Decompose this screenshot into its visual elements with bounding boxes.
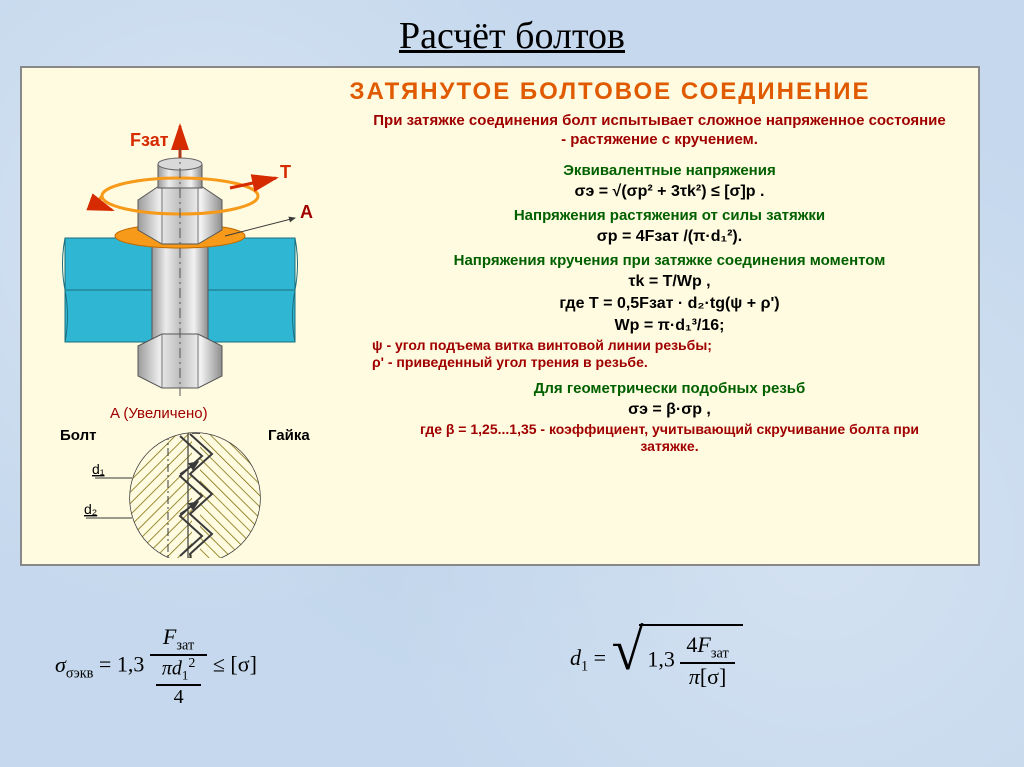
- label-nut: Гайка: [268, 427, 310, 444]
- formula-text: σp = 4Fзат /(π·d₁²).: [372, 226, 967, 248]
- section-heading: Напряжения кручения при затяжке соединен…: [372, 248, 967, 271]
- content-card: ЗАТЯНУТОЕ БОЛТОВОЕ СОЕДИНЕНИЕ: [20, 66, 980, 566]
- section-heading: Для геометрически подобных резьб: [372, 376, 967, 399]
- aux-formula: где T = 0,5Fзат · d₂·tg(ψ + ρ'): [372, 293, 967, 315]
- label-bolt: Болт: [60, 427, 96, 444]
- label-A: A: [300, 202, 313, 222]
- label-d2: d₂: [84, 501, 97, 517]
- section-heading: Напряжения растяжения от силы затяжки: [372, 203, 967, 226]
- aux-formula: Wp = π·d₁³/16;: [372, 315, 967, 337]
- card-title: ЗАТЯНУТОЕ БОЛТОВОЕ СОЕДИНЕНИЕ: [22, 68, 978, 112]
- formula-text: σэ = β·σp ,: [372, 399, 967, 421]
- definition-text: ρ' - приведенный угол трения в резьбе.: [372, 354, 967, 372]
- label-F: Fзат: [130, 130, 169, 150]
- lhs-symbol: σσэкв: [55, 652, 93, 677]
- text-column: При затяжке соединения болт испытывает с…: [372, 112, 967, 456]
- beta-note: где β = 1,25...1,35 - коэффициент, учиты…: [372, 421, 967, 456]
- intro-text: При затяжке соединения болт испытывает с…: [372, 112, 967, 158]
- label-d1: d₁: [92, 461, 105, 477]
- rhs: ≤ [σ]: [213, 652, 257, 677]
- label-A-detail: A (Увеличено): [110, 405, 208, 422]
- page-title: Расчёт болтов: [0, 0, 1024, 66]
- formula-sigma-ekv: σσэкв = 1,3 FFзатзат πd12 4 ≤ [σ]: [55, 624, 257, 709]
- section-heading: Эквивалентные напряжения: [372, 158, 967, 181]
- bolt-diagram: Fзат T A A (Увеличено): [40, 118, 360, 558]
- bolt-diagram-svg: Fзат T A A (Увеличено): [40, 118, 360, 558]
- label-T: T: [280, 162, 291, 182]
- bottom-formulae: σσэкв = 1,3 FFзатзат πd12 4 ≤ [σ] d1 = √…: [0, 589, 1024, 749]
- coef: 1,3: [117, 652, 145, 677]
- formula-text: σэ = √(σp² + 3τk²) ≤ [σ]p .: [372, 181, 967, 203]
- formula-d1: d1 = √ 1,3 4Fзат π[σ]: [570, 624, 743, 690]
- definition-text: ψ - угол подъема витка винтовой линии ре…: [372, 337, 967, 355]
- formula-text: τk = T/Wp ,: [372, 271, 967, 293]
